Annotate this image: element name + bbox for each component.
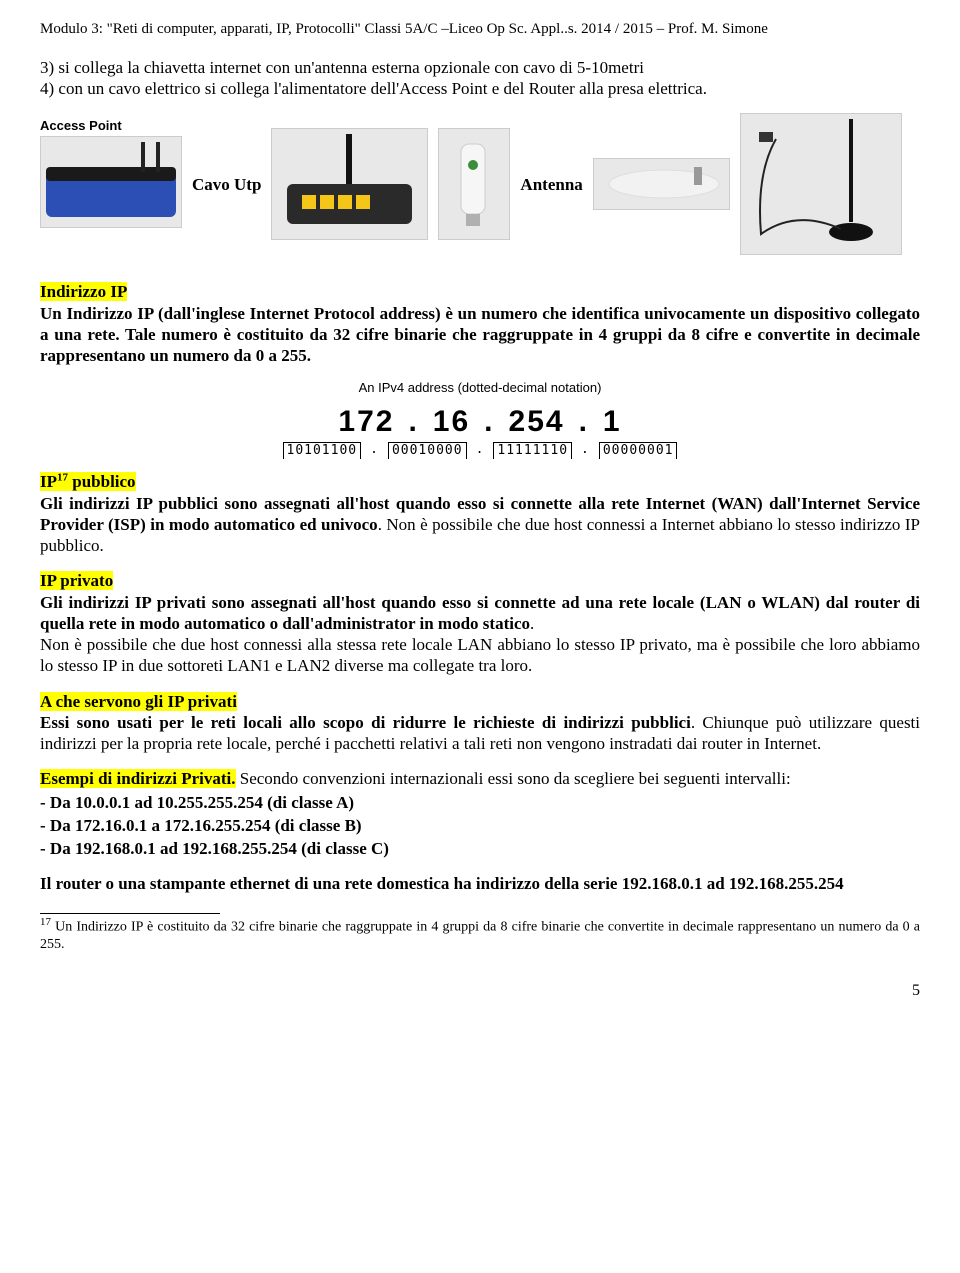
- ipv4-oct1: 172: [338, 403, 394, 441]
- a-che-servono-body-bold: Essi sono usati per le reti locali allo …: [40, 713, 691, 732]
- esempi-intro: Secondo convenzioni internazionali essi …: [236, 769, 791, 788]
- esempi-section: Esempi di indirizzi Privati. Secondo con…: [40, 768, 920, 859]
- usb-dongle-image: [438, 128, 510, 240]
- footnote-separator: [40, 913, 220, 914]
- ipv4-oct2: 16: [433, 403, 470, 441]
- ip-pubblico-section: IP17 pubblico Gli indirizzi IP pubblici …: [40, 471, 920, 556]
- ipv4-caption: An IPv4 address (dotted-decimal notation…: [40, 380, 920, 396]
- ip-pubblico-sup: 17: [57, 472, 68, 484]
- external-antenna-image: [740, 113, 902, 255]
- ipv4-bin1: 10101100: [283, 442, 362, 459]
- hardware-row: Access Point Cavo Utp Antenna: [40, 113, 920, 255]
- intro-line-3: 3) si collega la chiavetta internet con …: [40, 58, 644, 77]
- a-che-servono-section: A che servono gli IP privati Essi sono u…: [40, 691, 920, 755]
- ip-privato-body-bold: Gli indirizzi IP privati sono assegnati …: [40, 593, 920, 633]
- ip-pubblico-pre: IP: [40, 472, 57, 491]
- ipv4-oct4: 1: [603, 403, 622, 441]
- intro-paragraph: 3) si collega la chiavetta internet con …: [40, 57, 920, 100]
- intro-line-4: 4) con un cavo elettrico si collega l'al…: [40, 79, 707, 98]
- page-header: Modulo 3: "Reti di computer, apparati, I…: [40, 20, 920, 39]
- ip-privato-title: IP privato: [40, 571, 113, 590]
- indirizzo-ip-title: Indirizzo IP: [40, 282, 127, 301]
- ipv4-dot: .: [579, 403, 589, 441]
- footnote-text: Un Indirizzo IP è costituito da 32 cifre…: [40, 919, 920, 952]
- ip-pubblico-post: pubblico: [68, 472, 136, 491]
- esempi-l1: - Da 10.0.0.1 ad 10.255.255.254 (di clas…: [40, 792, 920, 813]
- ipv4-dot: .: [484, 403, 494, 441]
- ipv4-bin-dot: .: [473, 442, 488, 459]
- ip-privato-section: IP privato Gli indirizzi IP privati sono…: [40, 570, 920, 676]
- esempi-l2: - Da 172.16.0.1 a 172.16.255.254 (di cla…: [40, 815, 920, 836]
- ipv4-bin-dot: .: [578, 442, 593, 459]
- ipv4-dot: .: [408, 403, 418, 441]
- footnote-num: 17: [40, 916, 51, 928]
- ipv4-bin2: 00010000: [388, 442, 467, 459]
- footnote: 17 Un Indirizzo IP è costituito da 32 ci…: [40, 916, 920, 954]
- indirizzo-ip-section: Indirizzo IP Un Indirizzo IP (dall'ingle…: [40, 281, 920, 366]
- ipv4-decimal-row: 172 . 16 . 254 . 1: [40, 403, 920, 441]
- router-image: [271, 128, 428, 240]
- access-point-label: Access Point: [40, 118, 122, 134]
- page-number: 5: [40, 981, 920, 1001]
- antenna-connector-image: [593, 158, 730, 210]
- esempi-l3: - Da 192.168.0.1 ad 192.168.255.254 (di …: [40, 838, 920, 859]
- cavo-utp-label: Cavo Utp: [192, 174, 261, 195]
- esempi-title: Esempi di indirizzi Privati.: [40, 769, 236, 788]
- ipv4-binary-row: 10101100 . 00010000 . 11111110 . 0000000…: [40, 444, 920, 461]
- antenna-label: Antenna: [520, 174, 582, 195]
- ip-privato-dot: .: [530, 614, 534, 633]
- ipv4-bin4: 00000001: [599, 442, 678, 459]
- ip-privato-body-rest: Non è possibile che due host connessi al…: [40, 635, 920, 675]
- ipv4-bin-dot: .: [367, 442, 382, 459]
- ipv4-diagram: An IPv4 address (dotted-decimal notation…: [40, 380, 920, 461]
- a-che-servono-title: A che servono gli IP privati: [40, 692, 237, 711]
- ip-pubblico-title: IP17 pubblico: [40, 472, 136, 491]
- router-note: Il router o una stampante ethernet di un…: [40, 873, 920, 894]
- indirizzo-ip-body: Un Indirizzo IP (dall'inglese Internet P…: [40, 304, 920, 366]
- ipv4-oct3: 254: [509, 403, 565, 441]
- access-point-image: [40, 136, 182, 228]
- ipv4-bin3: 11111110: [493, 442, 572, 459]
